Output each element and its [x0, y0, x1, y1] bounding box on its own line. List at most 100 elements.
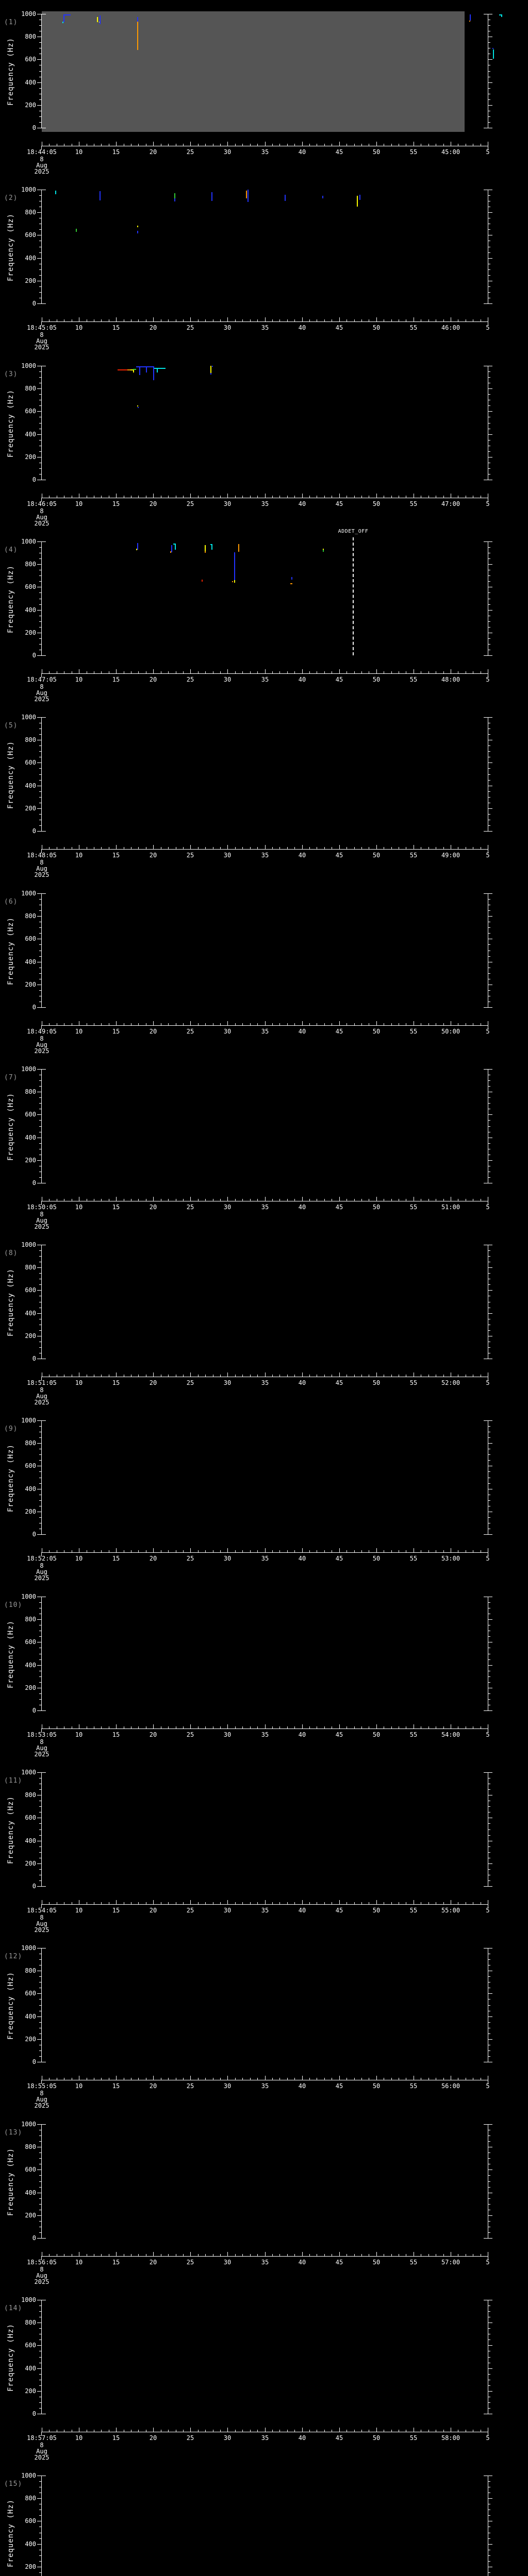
x-axis-tick — [272, 496, 273, 498]
x-axis-tick — [220, 1375, 221, 1377]
x-axis-tick — [376, 2428, 377, 2432]
x-axis-tick — [361, 847, 362, 849]
y-axis-tick — [39, 286, 41, 287]
x-axis-tick — [443, 319, 444, 321]
y-tick-label: 1000 — [21, 2296, 36, 2303]
x-axis-tick — [354, 496, 355, 498]
y-axis-cap-bottom — [41, 655, 46, 656]
x-axis-tick — [324, 2254, 325, 2256]
x-tick-label: 15 — [112, 1731, 120, 1738]
x-axis-tick — [116, 669, 117, 673]
x-tick-label: 15 — [112, 852, 120, 859]
detection-trace — [285, 195, 286, 201]
x-axis-tick — [153, 1724, 154, 1728]
y-tick-label: 1000 — [21, 890, 36, 897]
x-axis-tick — [302, 2252, 303, 2256]
x-axis-tick — [198, 671, 199, 673]
x-axis-tick — [346, 1902, 347, 1904]
y-axis-tick — [39, 1693, 41, 1694]
y-tick-label: 0 — [32, 827, 36, 835]
x-tick-label: 50 — [372, 1379, 381, 1386]
y-tick-label: 400 — [25, 79, 36, 86]
y-axis-right-tick — [488, 1086, 490, 1087]
y-tick-label: 800 — [25, 209, 36, 216]
y-axis-tick — [39, 1426, 41, 1427]
detection-trace — [211, 544, 212, 550]
x-axis-tick — [227, 669, 228, 673]
x-axis-tick — [265, 1372, 266, 1377]
y-axis-right-tick — [488, 1126, 490, 1127]
y-axis-tick — [39, 734, 41, 735]
detection-trace — [290, 583, 292, 584]
x-axis-tick — [242, 2430, 243, 2432]
y-axis-right-tick — [488, 547, 490, 548]
annotation-dashed-line — [353, 537, 354, 655]
y-axis-tick — [39, 1177, 41, 1178]
date-label: 8 — [40, 1738, 44, 1745]
x-axis-tick — [190, 1900, 191, 1904]
y-axis-right-tick — [488, 2056, 490, 2057]
x-tick-label: 15 — [112, 2082, 120, 2090]
y-tick-label: 0 — [32, 2234, 36, 2242]
x-axis-tick — [354, 1726, 355, 1728]
y-axis-right-tick — [488, 377, 490, 378]
x-axis-tick — [265, 1900, 266, 1904]
x-axis-tick — [138, 1375, 139, 1377]
y-axis-tick — [37, 808, 41, 809]
spectrogram-panel: (9) Frequency (Hz) 1000 800 600 400 200 0 18:52:… — [0, 1406, 528, 1583]
x-tick-label: 15 — [112, 1555, 120, 1562]
x-axis-tick — [49, 2254, 50, 2256]
y-tick-label: 800 — [25, 1264, 36, 1271]
y-axis-cap-bottom — [41, 1710, 46, 1711]
spectrogram-panel: (6) Frequency (Hz) 1000 800 600 400 200 0 18:49:… — [0, 879, 528, 1056]
y-axis-tick — [39, 2005, 41, 2006]
y-axis-right-tick — [488, 2311, 490, 2312]
x-axis-endcap-left — [41, 674, 42, 677]
x-axis-tick — [265, 2252, 266, 2256]
y-axis-right-tick — [488, 229, 490, 230]
x-tick-label: 35 — [261, 500, 269, 507]
y-axis-tick — [39, 2181, 41, 2182]
x-tick-label: 10 — [75, 1555, 83, 1562]
x-axis-tick — [220, 496, 221, 498]
y-axis-tick — [39, 1080, 41, 1081]
y-axis-tick — [37, 1160, 41, 1161]
x-axis-tick — [138, 671, 139, 673]
y-axis-tick — [39, 1517, 41, 1518]
x-axis-tick — [361, 1550, 362, 1552]
x-tick-label: 5 — [486, 148, 490, 156]
detection-trace — [100, 191, 101, 200]
x-axis-tick — [198, 1199, 199, 1201]
x-tick-label: 18:56:05 — [27, 2259, 57, 2266]
y-axis-right-tick — [488, 292, 490, 293]
y-axis-right-tick — [488, 1619, 492, 1620]
x-tick-label: 10 — [75, 324, 83, 331]
y-axis-tick — [39, 1835, 41, 1836]
x-tick-label: 5 — [486, 324, 490, 331]
date-label: 2025 — [34, 1223, 50, 1230]
y-axis-tick — [39, 116, 41, 117]
x-axis-tick — [294, 144, 295, 146]
x-axis-tick — [101, 1199, 102, 1201]
x-axis-tick — [198, 1023, 199, 1025]
y-axis-tick — [37, 1863, 41, 1864]
y-axis-tick — [37, 2345, 41, 2346]
x-axis-tick — [168, 2430, 169, 2432]
detection-trace — [469, 21, 470, 22]
x-axis-tick — [294, 1023, 295, 1025]
x-axis-tick — [242, 1199, 243, 1201]
panel-number-label: (7) — [4, 1074, 18, 1081]
x-tick-label: 55 — [409, 2259, 418, 2266]
x-axis-tick — [391, 1023, 392, 1025]
x-axis-tick — [153, 1197, 154, 1201]
y-axis-cap-bottom — [41, 303, 46, 304]
x-tick-label: 47:00 — [441, 500, 460, 507]
y-axis-right-tick — [488, 25, 490, 26]
y-axis-right-tick — [488, 581, 490, 582]
x-axis-tick — [279, 1023, 280, 1025]
y-axis-tick — [39, 638, 41, 639]
date-label: Aug — [36, 1568, 47, 1575]
x-axis-tick — [227, 1548, 228, 1552]
x-tick-label: 50 — [372, 1731, 381, 1738]
x-axis-tick — [428, 1726, 429, 1728]
